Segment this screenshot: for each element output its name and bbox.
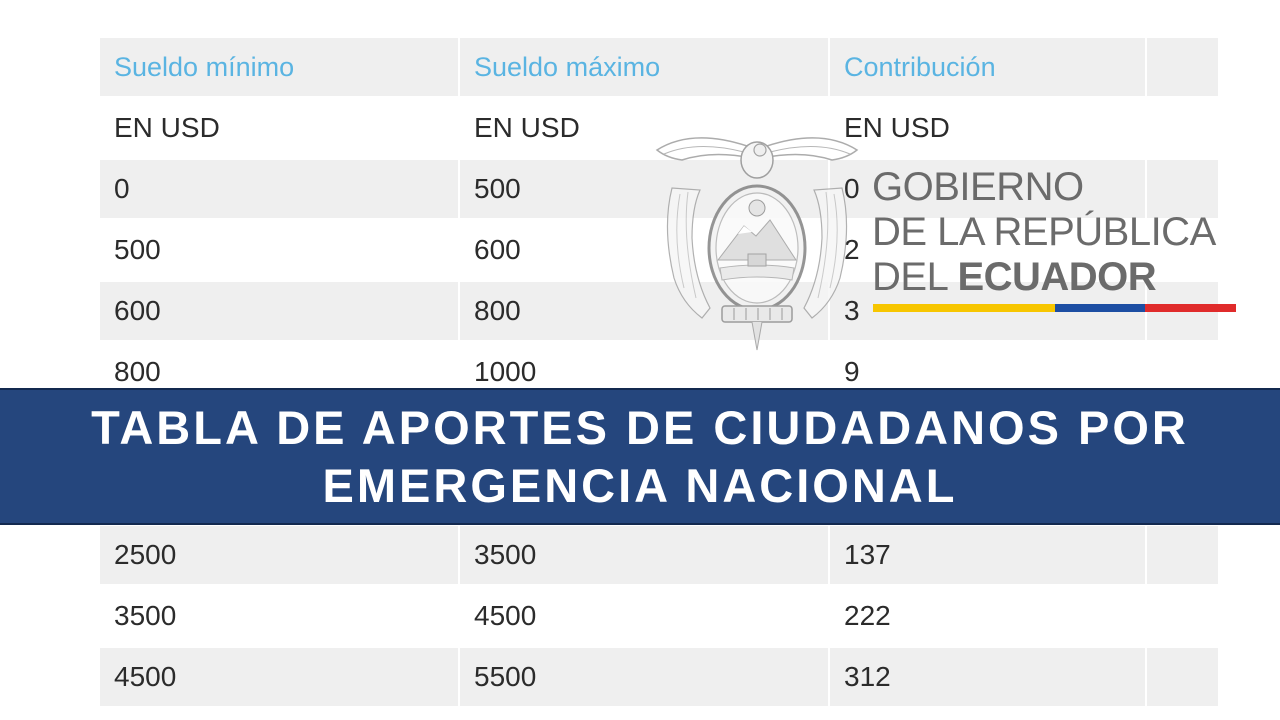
table-cell: 4500 [474, 600, 537, 631]
logo-line-ecuador: DEL ECUADOR [872, 255, 1216, 300]
empty-header-cell [1147, 38, 1218, 96]
title-banner: TABLA DE APORTES DE CIUDADANOS POR EMERG… [0, 388, 1280, 525]
table-cell: EN USD [474, 112, 580, 143]
table-cell-empty [1147, 526, 1218, 584]
table-cell: 2500 [100, 526, 458, 584]
table-cell: 2 [844, 234, 860, 265]
table-cell: 3500 [114, 600, 177, 631]
banner-title-line1: TABLA DE APORTES DE CIUDADANOS POR [91, 400, 1189, 454]
table-cell: 4500 [100, 648, 458, 706]
logo-line-ecuador-bold: ECUADOR [957, 255, 1157, 299]
logo-line-del: DEL [872, 255, 958, 299]
column-header: Sueldo máximo [460, 38, 828, 96]
flag-blue [1055, 304, 1145, 312]
column-header: Sueldo mínimo [100, 38, 458, 96]
table-cell-empty [1147, 160, 1218, 218]
table-cell: 500 [114, 234, 161, 265]
table-cell: 600 [474, 234, 521, 265]
table-cell: 222 [844, 600, 891, 631]
government-logo-text: GOBIERNO DE LA REPÚBLICA DEL ECUADOR [872, 165, 1216, 300]
table-cell-empty [1147, 99, 1218, 157]
table-cell-empty [1147, 587, 1218, 645]
flag-stripe [873, 304, 1236, 312]
table-cell: 3500 [460, 526, 828, 584]
table-cell: 0 [830, 160, 1145, 218]
table-cell: 9 [844, 356, 860, 387]
table-cell: 0 [100, 160, 458, 218]
table-cell: 800 [114, 356, 161, 387]
table-cell: 1000 [474, 356, 537, 387]
flag-red [1145, 304, 1236, 312]
table-cell: EN USD [114, 112, 220, 143]
table-cell: 137 [830, 526, 1145, 584]
table-cell: EN USD [844, 112, 950, 143]
table-cell: 600 [100, 282, 458, 340]
column-header: Contribución [830, 38, 1145, 96]
flag-yellow [873, 304, 1055, 312]
table-cell: 5500 [460, 648, 828, 706]
coat-of-arms-icon [655, 137, 859, 351]
logo-line-gobierno: GOBIERNO [872, 165, 1084, 209]
table-cell-empty [1147, 648, 1218, 706]
logo-line-republica: DE LA REPÚBLICA [872, 210, 1216, 254]
table-cell: 312 [830, 648, 1145, 706]
banner-title-line2: EMERGENCIA NACIONAL [322, 458, 958, 512]
